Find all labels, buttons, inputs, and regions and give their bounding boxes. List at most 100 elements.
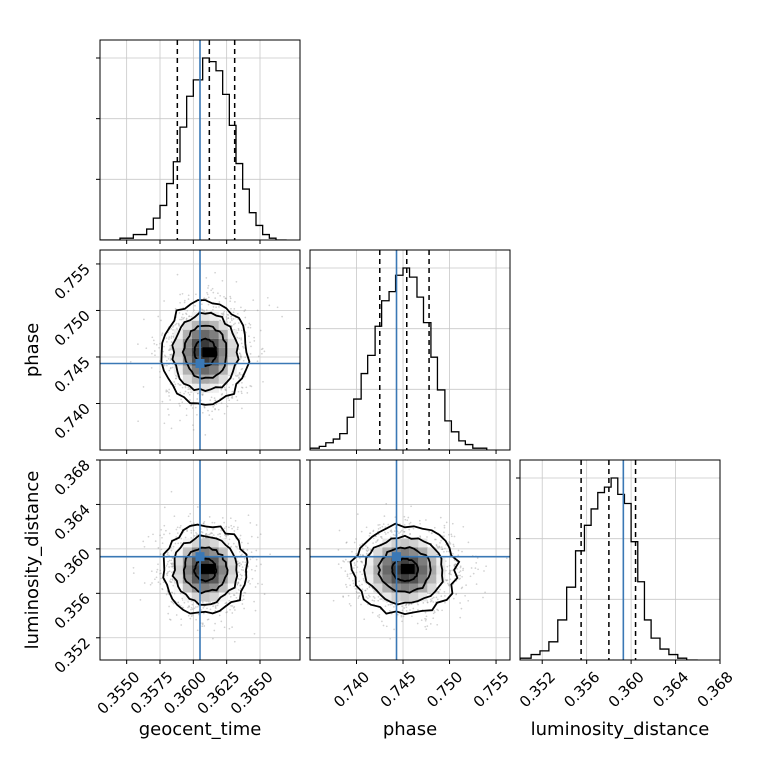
tick-label-luminosity-distance-y: 0.368 bbox=[51, 456, 94, 499]
sample-point bbox=[203, 520, 206, 523]
density-cell bbox=[227, 347, 237, 357]
sample-point bbox=[366, 588, 369, 590]
sample-point bbox=[232, 318, 235, 320]
density-cell bbox=[400, 574, 410, 584]
sample-point bbox=[225, 389, 227, 392]
density-cell bbox=[382, 574, 392, 584]
sample-point bbox=[229, 608, 231, 611]
sample-point bbox=[230, 396, 233, 399]
sample-point bbox=[250, 551, 253, 554]
sample-point bbox=[449, 571, 451, 574]
sample-point bbox=[451, 522, 454, 525]
sample-point bbox=[407, 604, 410, 606]
density-cell bbox=[191, 547, 201, 557]
sample-point bbox=[406, 519, 409, 522]
sample-point bbox=[448, 572, 451, 575]
sample-point bbox=[461, 575, 463, 578]
sample-point bbox=[400, 615, 403, 618]
sample-point bbox=[358, 584, 361, 587]
sample-point bbox=[239, 352, 241, 355]
sample-point bbox=[190, 608, 192, 611]
sample-point bbox=[426, 625, 429, 627]
sample-point bbox=[365, 549, 368, 552]
sample-point bbox=[193, 309, 195, 312]
density-cell bbox=[173, 347, 183, 357]
contour-line bbox=[182, 546, 229, 595]
sample-point bbox=[403, 515, 406, 518]
sample-point bbox=[209, 532, 212, 535]
sample-point bbox=[212, 406, 215, 408]
sample-point bbox=[213, 521, 216, 524]
sample-point bbox=[483, 570, 485, 572]
sample-point bbox=[214, 297, 217, 299]
sample-point bbox=[221, 313, 224, 316]
sample-point bbox=[188, 605, 190, 607]
sample-point bbox=[212, 306, 215, 308]
sample-point bbox=[206, 291, 208, 294]
density-cell bbox=[182, 356, 192, 366]
sample-point bbox=[186, 530, 188, 533]
sample-point bbox=[247, 514, 250, 517]
density-cell bbox=[173, 356, 183, 366]
sample-point bbox=[225, 534, 228, 537]
sample-point bbox=[244, 309, 247, 311]
density-cell bbox=[200, 583, 210, 593]
tick-label-luminosity-distance-y: 0.356 bbox=[51, 589, 94, 632]
contour-line bbox=[171, 534, 239, 606]
sample-point bbox=[243, 310, 246, 312]
sample-point bbox=[243, 375, 246, 378]
density-cell bbox=[227, 556, 237, 566]
sample-point bbox=[464, 594, 466, 597]
sample-point bbox=[139, 599, 142, 601]
sample-point bbox=[361, 547, 364, 550]
sample-point bbox=[137, 343, 139, 345]
sample-point bbox=[353, 562, 356, 564]
sample-point bbox=[362, 577, 365, 580]
sample-point bbox=[425, 618, 427, 621]
sample-point bbox=[227, 317, 230, 320]
sample-point bbox=[364, 589, 367, 592]
sample-point bbox=[403, 607, 406, 609]
sample-point bbox=[445, 579, 448, 581]
sample-point bbox=[162, 350, 165, 353]
sample-point bbox=[360, 603, 362, 606]
sample-point bbox=[440, 595, 443, 597]
sample-point bbox=[394, 534, 396, 537]
sample-point bbox=[457, 554, 460, 557]
sample-point bbox=[237, 582, 239, 584]
sample-point bbox=[347, 594, 350, 597]
sample-point bbox=[186, 309, 189, 312]
sample-point bbox=[361, 561, 364, 564]
sample-point bbox=[170, 549, 173, 552]
sample-point bbox=[249, 385, 252, 387]
sample-point bbox=[168, 559, 171, 562]
sample-point bbox=[171, 571, 173, 574]
sample-point bbox=[484, 591, 486, 594]
sample-point bbox=[404, 604, 407, 607]
sample-point bbox=[174, 323, 177, 326]
sample-point bbox=[253, 632, 256, 635]
sample-point bbox=[203, 406, 206, 408]
sample-point bbox=[180, 618, 183, 621]
sample-point bbox=[167, 571, 169, 573]
sample-point bbox=[168, 566, 170, 568]
density-cell bbox=[218, 338, 228, 348]
sample-point bbox=[187, 606, 189, 609]
sample-point bbox=[227, 542, 230, 545]
sample-point bbox=[207, 287, 209, 289]
sample-point bbox=[459, 570, 462, 572]
sample-point bbox=[256, 536, 259, 539]
sample-point bbox=[419, 536, 422, 538]
sample-point bbox=[165, 529, 167, 532]
sample-point bbox=[151, 336, 154, 339]
sample-point bbox=[191, 603, 194, 606]
sample-point bbox=[436, 623, 439, 626]
sample-point bbox=[469, 575, 472, 578]
sample-point bbox=[373, 600, 376, 602]
density-peak bbox=[400, 563, 415, 574]
sample-point bbox=[482, 596, 484, 599]
sample-point bbox=[377, 528, 380, 530]
density-cell bbox=[200, 383, 210, 393]
sample-point bbox=[281, 315, 283, 318]
sample-point bbox=[163, 533, 165, 536]
